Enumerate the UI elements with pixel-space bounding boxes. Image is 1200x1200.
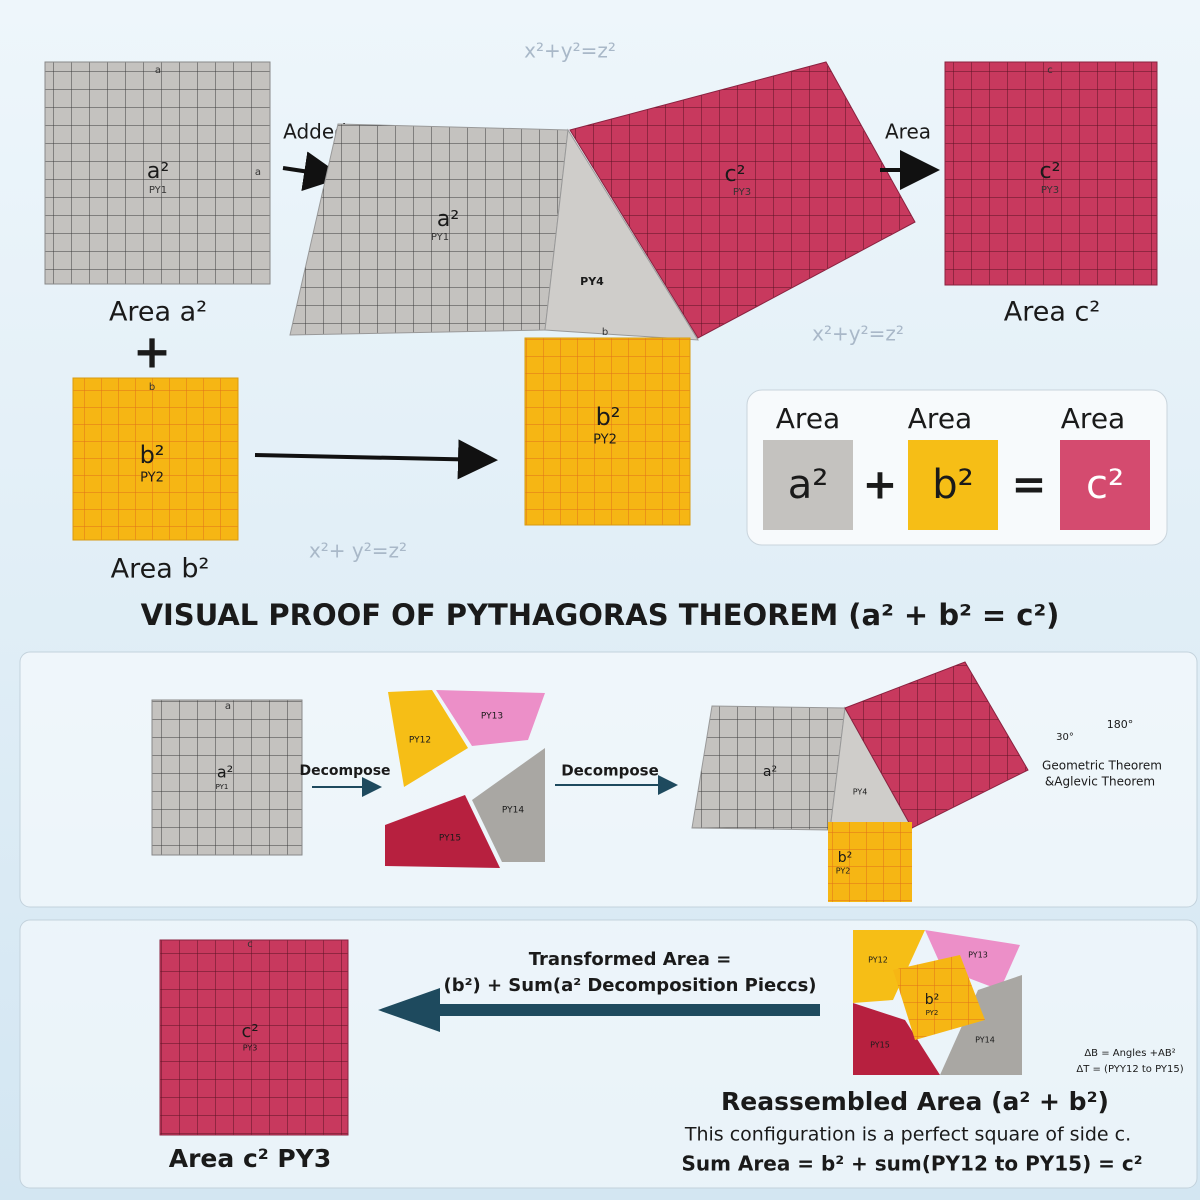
- tile-label: c²: [725, 162, 746, 187]
- formula: x²+ y²=z²: [309, 539, 407, 563]
- tile-label: a²: [437, 207, 459, 232]
- piece: [853, 1003, 940, 1075]
- tile-code: PY1: [216, 783, 229, 791]
- tile-c: [569, 61, 916, 339]
- tile-label: b²: [140, 441, 165, 469]
- equation-head: Area: [776, 402, 840, 435]
- side-label: c: [247, 939, 253, 950]
- piece: [385, 795, 500, 868]
- side-label: a: [155, 65, 161, 76]
- square-b: [72, 377, 239, 541]
- arrow-text: Transformed Area =: [529, 949, 732, 970]
- side-label: a: [225, 701, 231, 712]
- piece-code: PY14: [502, 806, 524, 816]
- piece-code: PY12: [409, 736, 431, 746]
- tile-label: b²: [838, 850, 853, 866]
- side-label: c: [1047, 65, 1053, 76]
- tile-code: PY3: [1041, 185, 1059, 196]
- piece-code: PY13: [968, 951, 988, 960]
- arrow-label: Area: [885, 120, 931, 144]
- tile-code: PY2: [140, 471, 164, 486]
- decor-text: ΔB = Angles +AB²: [1084, 1048, 1175, 1059]
- piece: [388, 690, 468, 787]
- tile-code: PY4: [580, 275, 604, 288]
- square-a: [44, 61, 271, 285]
- square-a: [151, 699, 303, 856]
- swatch-a: [763, 440, 853, 530]
- equation-term: a²: [788, 462, 829, 508]
- heading: Reassembled Area (a² + b²): [721, 1087, 1109, 1116]
- piece-code: PY12: [868, 956, 888, 965]
- body-text: This configuration is a perfect square o…: [684, 1124, 1131, 1146]
- triangle: [544, 128, 699, 341]
- piece: [472, 748, 545, 862]
- tile-code: PY2: [836, 867, 851, 876]
- decor-text: &Aglevic Theorem: [1045, 775, 1155, 789]
- swatch-b: [908, 440, 998, 530]
- side-label: b: [149, 382, 155, 393]
- title: VISUAL PROOF OF PYTHAGORAS THEOREM (a² +…: [141, 598, 1060, 632]
- caption: Area b²: [111, 554, 210, 585]
- square-c: [944, 61, 1158, 286]
- decor-text: 30°: [1056, 732, 1074, 743]
- tile-b: [828, 822, 912, 902]
- arrow: [254, 439, 498, 480]
- tile-code: PY2: [926, 1009, 939, 1017]
- decor-text: Geometric Theorem: [1042, 759, 1162, 773]
- equation-head: Area: [1061, 402, 1125, 435]
- arrow-text: (b²) + Sum(a² Decomposition Pieccs): [443, 975, 816, 996]
- tile-label: b²: [925, 992, 940, 1008]
- tile-label: a²: [217, 763, 233, 782]
- operator: =: [1011, 460, 1046, 509]
- caption: Area c²: [1004, 297, 1100, 328]
- swatch-c: [1060, 440, 1150, 530]
- step-label: Decompose: [561, 762, 659, 780]
- tile-code: PY3: [243, 1044, 258, 1053]
- tile-code: PY3: [733, 187, 751, 198]
- equation-term: c²: [1086, 462, 1124, 508]
- tile-a: [289, 123, 569, 336]
- tile-code: PY4: [853, 788, 868, 797]
- operator: +: [862, 460, 897, 509]
- piece: [925, 930, 1020, 990]
- big-arrow: [378, 988, 820, 1032]
- side-label: b: [602, 327, 608, 338]
- caption: Area a²: [109, 297, 207, 328]
- step-label: Decompose: [299, 763, 390, 779]
- tile-label: c²: [241, 1021, 258, 1042]
- tile-b: [524, 337, 691, 526]
- equation-term: b²: [932, 462, 973, 508]
- caption: Area c² PY3: [169, 1144, 332, 1173]
- piece-code: PY14: [975, 1036, 995, 1045]
- decor-text: 180°: [1107, 718, 1134, 731]
- tile-c: [844, 661, 1029, 829]
- piece-code: PY13: [481, 712, 503, 722]
- formula: x²+y²=z²: [524, 39, 616, 63]
- tile-code: PY2: [593, 433, 617, 448]
- tile-label: c²: [1040, 159, 1061, 184]
- tile-label: a²: [763, 764, 777, 780]
- tile-label: b²: [596, 403, 621, 431]
- decor-text: ΔT = (PYY12 to PY15): [1076, 1064, 1183, 1075]
- plus: +: [133, 325, 172, 379]
- formula: x²+y²=z²: [812, 322, 904, 346]
- piece-code: PY15: [870, 1041, 890, 1050]
- piece: [940, 975, 1022, 1075]
- body-text: Sum Area = b² + sum(PY12 to PY15) = c²: [681, 1152, 1142, 1176]
- piece: [853, 930, 925, 1003]
- tile-code: PY1: [149, 185, 167, 196]
- tile-code: PY1: [431, 232, 449, 243]
- square-c: [159, 939, 349, 1136]
- center-square: [893, 955, 985, 1040]
- piece-code: PY15: [439, 834, 461, 844]
- piece: [436, 690, 545, 746]
- equation-head: Area: [908, 402, 972, 435]
- side-label: a: [255, 167, 261, 178]
- tile-label: a²: [147, 159, 169, 184]
